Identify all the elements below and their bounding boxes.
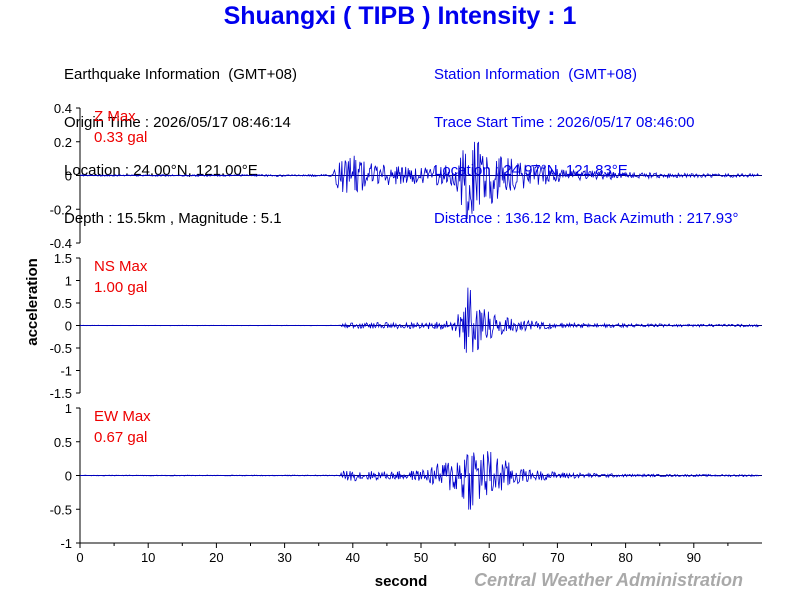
y-tick-label: 0.2 [54, 135, 72, 150]
y-tick-label: 0.5 [54, 296, 72, 311]
x-tick-label: 30 [277, 550, 291, 565]
y-tick-label: 0 [65, 469, 72, 484]
y-tick-label: -0.5 [50, 341, 72, 356]
x-tick-label: 10 [141, 550, 155, 565]
max-value-z: 0.33 gal [94, 129, 147, 146]
y-tick-label: -0.5 [50, 502, 72, 517]
y-tick-label: -1.5 [50, 386, 72, 401]
y-tick-label: 0 [65, 169, 72, 184]
max-label-z: Z Max [94, 108, 136, 125]
y-axis-title: acceleration [24, 258, 41, 346]
x-tick-label: 70 [550, 550, 564, 565]
waveform-ns [79, 287, 759, 353]
x-tick-label: 50 [414, 550, 428, 565]
station-info-heading: Station Information (GMT+08) [434, 66, 637, 83]
y-tick-label: 0 [65, 319, 72, 334]
trace-start-time: Trace Start Time : 2026/05/17 08:46:00 [434, 114, 695, 131]
y-tick-label: -1 [60, 364, 72, 379]
x-tick-label: 20 [209, 550, 223, 565]
waveform-z [79, 141, 759, 220]
x-tick-label: 0 [76, 550, 83, 565]
x-axis-title: second [375, 573, 428, 590]
station-distance: Distance : 136.12 km, Back Azimuth : 217… [434, 210, 739, 227]
y-tick-label: -0.2 [50, 202, 72, 217]
y-tick-label: 0.5 [54, 435, 72, 450]
y-tick-label: 1 [65, 274, 72, 289]
x-tick-label: 90 [687, 550, 701, 565]
chart-title: Shuangxi ( TIPB ) Intensity : 1 [223, 2, 577, 30]
origin-time: Origin Time : 2026/05/17 08:46:14 [64, 114, 291, 131]
y-tick-label: 0.4 [54, 101, 72, 116]
earthquake-info: Earthquake Information (GMT+08) Origin T… [64, 35, 297, 243]
waveform-ew [79, 451, 759, 510]
footer-credit: Central Weather Administration [474, 570, 744, 590]
y-tick-label: -0.4 [50, 236, 72, 251]
max-value-ew: 0.67 gal [94, 429, 147, 446]
x-tick-label: 60 [482, 550, 496, 565]
y-tick-label: 1 [65, 401, 72, 416]
depth-magnitude: Depth : 15.5km , Magnitude : 5.1 [64, 210, 282, 227]
y-tick-label: 1.5 [54, 251, 72, 266]
max-value-ns: 1.00 gal [94, 279, 147, 296]
y-tick-label: -1 [60, 536, 72, 551]
max-label-ns: NS Max [94, 258, 148, 275]
x-tick-label: 40 [346, 550, 360, 565]
earthquake-info-heading: Earthquake Information (GMT+08) [64, 66, 298, 83]
x-tick-label: 80 [618, 550, 632, 565]
max-label-ew: EW Max [94, 408, 151, 425]
